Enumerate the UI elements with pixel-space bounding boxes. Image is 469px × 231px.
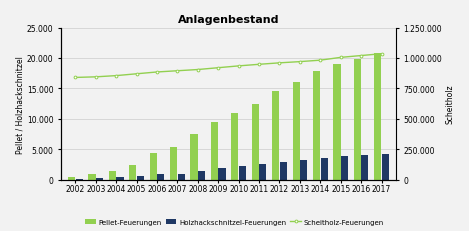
Bar bbox=[68, 177, 75, 180]
Scheitholz-Feuerungen bbox=[318, 60, 323, 62]
Line: Scheitholz-Feuerungen: Scheitholz-Feuerungen bbox=[74, 53, 383, 79]
Scheitholz-Feuerungen bbox=[215, 67, 221, 70]
Y-axis label: Pellet / Holzhackschnitzel: Pellet / Holzhackschnitzel bbox=[15, 55, 24, 153]
Bar bbox=[280, 162, 287, 180]
Bar bbox=[96, 178, 103, 180]
Bar bbox=[219, 169, 226, 180]
Bar bbox=[333, 65, 340, 180]
Bar bbox=[178, 174, 185, 180]
Scheitholz-Feuerungen bbox=[297, 61, 303, 64]
Bar bbox=[313, 72, 320, 180]
Bar bbox=[272, 91, 279, 180]
Bar bbox=[239, 167, 246, 180]
Bar bbox=[109, 171, 116, 180]
Scheitholz-Feuerungen bbox=[236, 65, 242, 68]
Bar bbox=[211, 122, 218, 180]
Bar bbox=[361, 155, 369, 180]
Scheitholz-Feuerungen bbox=[73, 77, 78, 79]
Bar bbox=[320, 159, 328, 180]
Legend: Pellet-Feuerungen, Holzhackschnitzel-Feuerungen, Scheitholz-Feuerungen: Pellet-Feuerungen, Holzhackschnitzel-Feu… bbox=[83, 216, 386, 228]
Bar bbox=[293, 82, 300, 180]
Bar bbox=[252, 104, 259, 180]
Bar bbox=[137, 176, 144, 180]
Title: Anlagenbestand: Anlagenbestand bbox=[178, 15, 279, 25]
Bar bbox=[341, 156, 348, 180]
Scheitholz-Feuerungen bbox=[134, 73, 139, 76]
Bar bbox=[157, 174, 164, 180]
Scheitholz-Feuerungen bbox=[379, 53, 385, 56]
Y-axis label: Scheitholz: Scheitholz bbox=[445, 84, 454, 124]
Scheitholz-Feuerungen bbox=[93, 76, 98, 79]
Scheitholz-Feuerungen bbox=[154, 71, 160, 74]
Bar bbox=[150, 153, 157, 180]
Bar bbox=[259, 164, 266, 180]
Bar bbox=[190, 134, 197, 180]
Scheitholz-Feuerungen bbox=[113, 75, 119, 78]
Bar bbox=[88, 174, 96, 180]
Bar bbox=[374, 54, 381, 180]
Scheitholz-Feuerungen bbox=[358, 55, 364, 58]
Bar bbox=[382, 154, 389, 180]
Bar bbox=[116, 177, 123, 180]
Bar bbox=[170, 147, 177, 180]
Bar bbox=[231, 113, 238, 180]
Scheitholz-Feuerungen bbox=[174, 70, 180, 73]
Scheitholz-Feuerungen bbox=[338, 57, 343, 60]
Scheitholz-Feuerungen bbox=[195, 69, 201, 72]
Scheitholz-Feuerungen bbox=[277, 62, 282, 65]
Bar bbox=[76, 179, 83, 180]
Bar bbox=[198, 171, 205, 180]
Scheitholz-Feuerungen bbox=[256, 64, 262, 66]
Bar bbox=[300, 161, 307, 180]
Bar bbox=[354, 60, 361, 180]
Bar bbox=[129, 165, 136, 180]
